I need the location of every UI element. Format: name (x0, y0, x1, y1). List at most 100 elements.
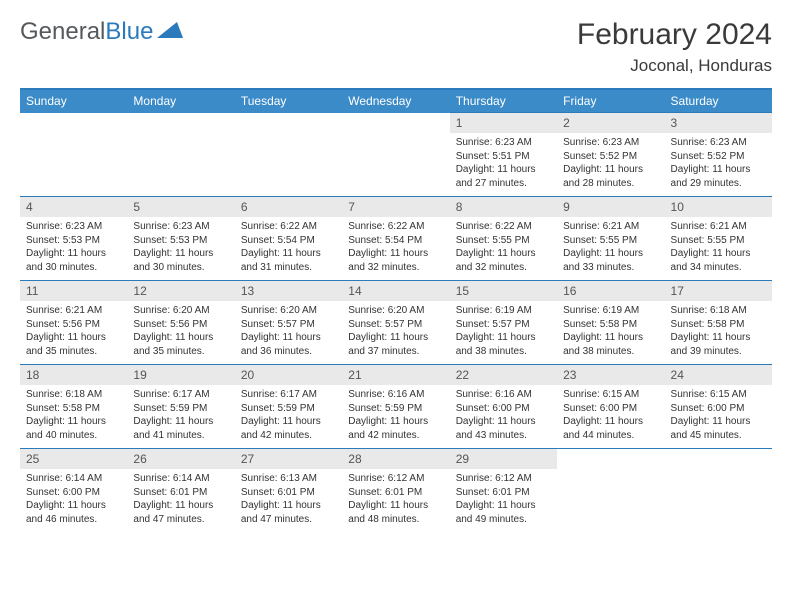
sunrise-line: Sunrise: 6:15 AM (563, 389, 639, 400)
sunset-line: Sunset: 6:01 PM (456, 487, 530, 498)
calendar-cell: 29Sunrise: 6:12 AMSunset: 6:01 PMDayligh… (450, 449, 557, 533)
day-number: 5 (127, 197, 234, 217)
sunrise-line: Sunrise: 6:18 AM (26, 389, 102, 400)
day-body: Sunrise: 6:16 AMSunset: 6:00 PMDaylight:… (450, 385, 557, 445)
weekday-header: Wednesday (342, 89, 449, 113)
calendar-row: 18 Sunrise: 6:18 AM Sunset: 5:58 PM Dayligh… (20, 365, 772, 449)
calendar-cell: 26Sunrise: 6:14 AMSunset: 6:01 PMDayligh… (127, 449, 234, 533)
day-number: 3 (665, 113, 772, 133)
daylight-line: Daylight: 11 hours and 28 minutes. (563, 164, 643, 189)
day-number: 24 (665, 365, 772, 385)
daylight-line: Daylight: 11 hours and 46 minutes. (26, 500, 106, 525)
day-body: Sunrise: 6:23 AMSunset: 5:51 PMDaylight:… (450, 133, 557, 193)
sunrise-line: Sunrise: 6:22 AM (456, 221, 532, 232)
sunset-line: Sunset: 5:56 PM (133, 319, 207, 330)
calendar-body: 1Sunrise: 6:23 AMSunset: 5:51 PMDaylight… (20, 113, 772, 533)
day-body: Sunrise: 6:20 AMSunset: 5:56 PMDaylight:… (127, 301, 234, 361)
daylight-line: Daylight: 11 hours and 35 minutes. (26, 332, 106, 357)
sunset-line: Sunset: 6:00 PM (563, 403, 637, 414)
sunset-line: Sunset: 5:58 PM (26, 403, 100, 414)
calendar-cell: 2Sunrise: 6:23 AMSunset: 5:52 PMDaylight… (557, 113, 664, 197)
sunset-line: Sunset: 5:57 PM (456, 319, 530, 330)
calendar-cell: 17Sunrise: 6:18 AMSunset: 5:58 PMDayligh… (665, 281, 772, 365)
daylight-line: Daylight: 11 hours and 39 minutes. (671, 332, 751, 357)
day-number: 7 (342, 197, 449, 217)
sunset-line: Sunset: 6:01 PM (348, 487, 422, 498)
calendar-cell: 4Sunrise: 6:23 AMSunset: 5:53 PMDaylight… (20, 197, 127, 281)
calendar-cell: 22Sunrise: 6:16 AMSunset: 6:00 PMDayligh… (450, 365, 557, 449)
calendar-cell: 20Sunrise: 6:17 AMSunset: 5:59 PMDayligh… (235, 365, 342, 449)
day-body: Sunrise: 6:21 AMSunset: 5:56 PMDaylight:… (20, 301, 127, 361)
daylight-line: Daylight: 11 hours and 30 minutes. (26, 248, 106, 273)
calendar-cell: 19Sunrise: 6:17 AMSunset: 5:59 PMDayligh… (127, 365, 234, 449)
sunset-line: Sunset: 6:01 PM (133, 487, 207, 498)
sunset-line: Sunset: 5:53 PM (133, 235, 207, 246)
sunrise-line: Sunrise: 6:18 AM (671, 305, 747, 316)
day-number: 8 (450, 197, 557, 217)
calendar-cell: 6Sunrise: 6:22 AMSunset: 5:54 PMDaylight… (235, 197, 342, 281)
sunset-line: Sunset: 5:55 PM (671, 235, 745, 246)
day-body: Sunrise: 6:21 AM Sunset: 5:55 PM Daylight:… (665, 217, 772, 277)
sunrise-line: Sunrise: 6:13 AM (241, 473, 317, 484)
sunrise-line: Sunrise: 6:17 AM (133, 389, 209, 400)
calendar-cell (235, 113, 342, 197)
weekday-header: Monday (127, 89, 234, 113)
daylight-line: Daylight: 11 hours and 29 minutes. (671, 164, 751, 189)
daylight-line: Daylight: 11 hours and 34 minutes. (671, 248, 751, 273)
sunset-line: Sunset: 5:54 PM (241, 235, 315, 246)
sunrise-line: Sunrise: 6:23 AM (26, 221, 102, 232)
day-number: 19 (127, 365, 234, 385)
calendar-cell (665, 449, 772, 533)
sunset-line: Sunset: 5:57 PM (241, 319, 315, 330)
calendar-cell: 24Sunrise: 6:15 AMSunset: 6:00 PMDayligh… (665, 365, 772, 449)
day-number: 9 (557, 197, 664, 217)
sunrise-line: Sunrise: 6:12 AM (348, 473, 424, 484)
calendar-cell: 9Sunrise: 6:21 AMSunset: 5:55 PMDaylight… (557, 197, 664, 281)
day-number: 22 (450, 365, 557, 385)
day-number: 26 (127, 449, 234, 469)
daylight-line: Daylight: 11 hours and 43 minutes. (456, 416, 536, 441)
logo-text-2: Blue (105, 18, 153, 46)
sunset-line: Sunset: 5:57 PM (348, 319, 422, 330)
sunrise-line: Sunrise: 6:17 AM (241, 389, 317, 400)
day-body: Sunrise: 6:22 AMSunset: 5:55 PMDaylight:… (450, 217, 557, 277)
sunrise-line: Sunrise: 6:21 AM (671, 221, 747, 232)
sunset-line: Sunset: 5:52 PM (671, 151, 745, 162)
sunrise-line: Sunrise: 6:15 AM (671, 389, 747, 400)
day-body: Sunrise: 6:22 AMSunset: 5:54 PMDaylight:… (235, 217, 342, 277)
day-number: 2 (557, 113, 664, 133)
day-body: Sunrise: 6:14 AMSunset: 6:01 PMDaylight:… (127, 469, 234, 529)
calendar-cell: 7Sunrise: 6:22 AMSunset: 5:54 PMDaylight… (342, 197, 449, 281)
sunrise-line: Sunrise: 6:14 AM (133, 473, 209, 484)
day-number: 4 (20, 197, 127, 217)
day-number: 14 (342, 281, 449, 301)
day-body: Sunrise: 6:18 AM Sunset: 5:58 PM Daylight:… (665, 301, 772, 361)
calendar-cell: 21Sunrise: 6:16 AMSunset: 5:59 PMDayligh… (342, 365, 449, 449)
daylight-line: Daylight: 11 hours and 33 minutes. (563, 248, 643, 273)
location: Joconal, Honduras (577, 56, 772, 76)
daylight-line: Daylight: 11 hours and 45 minutes. (671, 416, 751, 441)
sunset-line: Sunset: 5:55 PM (563, 235, 637, 246)
calendar-row: 25Sunrise: 6:14 AMSunset: 6:00 PMDayligh… (20, 449, 772, 533)
calendar-cell (127, 113, 234, 197)
sunset-line: Sunset: 5:56 PM (26, 319, 100, 330)
daylight-line: Daylight: 11 hours and 32 minutes. (456, 248, 536, 273)
calendar-cell (557, 449, 664, 533)
sunset-line: Sunset: 5:59 PM (348, 403, 422, 414)
sunset-line: Sunset: 5:59 PM (133, 403, 207, 414)
calendar-cell: 12Sunrise: 6:20 AMSunset: 5:56 PMDayligh… (127, 281, 234, 365)
sunset-line: Sunset: 5:58 PM (671, 319, 745, 330)
sunset-line: Sunset: 5:59 PM (241, 403, 315, 414)
calendar-cell: 11Sunrise: 6:21 AMSunset: 5:56 PMDayligh… (20, 281, 127, 365)
day-body: Sunrise: 6:22 AMSunset: 5:54 PMDaylight:… (342, 217, 449, 277)
day-body: Sunrise: 6:23 AMSunset: 5:53 PMDaylight:… (127, 217, 234, 277)
day-number: 18 (20, 365, 127, 385)
calendar-cell: 15Sunrise: 6:19 AMSunset: 5:57 PMDayligh… (450, 281, 557, 365)
title-block: February 2024 Joconal, Honduras (577, 18, 772, 76)
daylight-line: Daylight: 11 hours and 31 minutes. (241, 248, 321, 273)
logo-text-1: General (20, 18, 105, 46)
sunset-line: Sunset: 6:00 PM (26, 487, 100, 498)
day-body: Sunrise: 6:23 AMSunset: 5:53 PMDaylight:… (20, 217, 127, 277)
daylight-line: Daylight: 11 hours and 35 minutes. (133, 332, 213, 357)
day-number: 13 (235, 281, 342, 301)
